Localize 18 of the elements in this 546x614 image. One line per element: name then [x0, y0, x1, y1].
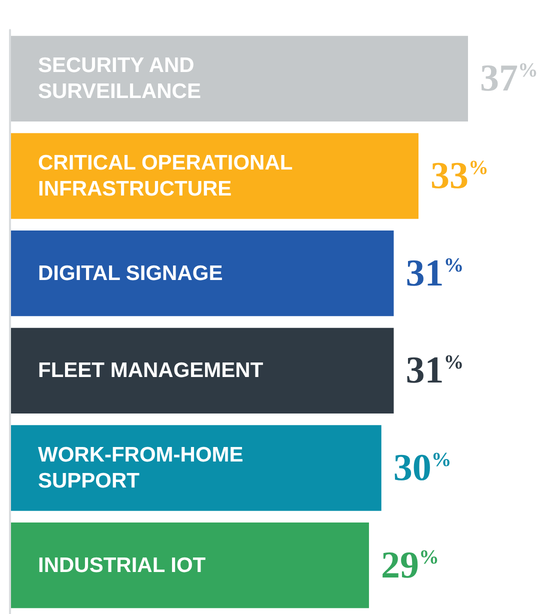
data-label: 30%	[393, 447, 452, 489]
bar	[10, 36, 468, 122]
bar	[10, 230, 394, 316]
y-tick-label: FLEET MANAGEMENT	[38, 359, 264, 382]
y-tick-label: SECURITY AND SURVEILLANCE	[38, 54, 201, 104]
bar	[10, 328, 394, 414]
y-tick-label: CRITICAL OPERATIONAL INFRASTRUCTURE	[38, 152, 298, 200]
data-label: 37%	[480, 58, 538, 100]
data-label: 31%	[406, 350, 464, 392]
y-tick-label: DIGITAL SIGNAGE	[38, 262, 223, 285]
bar	[10, 133, 418, 219]
y-tick-label: INDUSTRIAL IOT	[38, 554, 206, 577]
data-label: 33%	[430, 155, 488, 197]
bar	[10, 522, 369, 608]
data-label: 29%	[380, 544, 439, 586]
bar	[10, 425, 382, 511]
data-label: 31%	[406, 252, 464, 294]
y-tick-label: WORK-FROM-HOME SUPPORT	[38, 444, 250, 492]
